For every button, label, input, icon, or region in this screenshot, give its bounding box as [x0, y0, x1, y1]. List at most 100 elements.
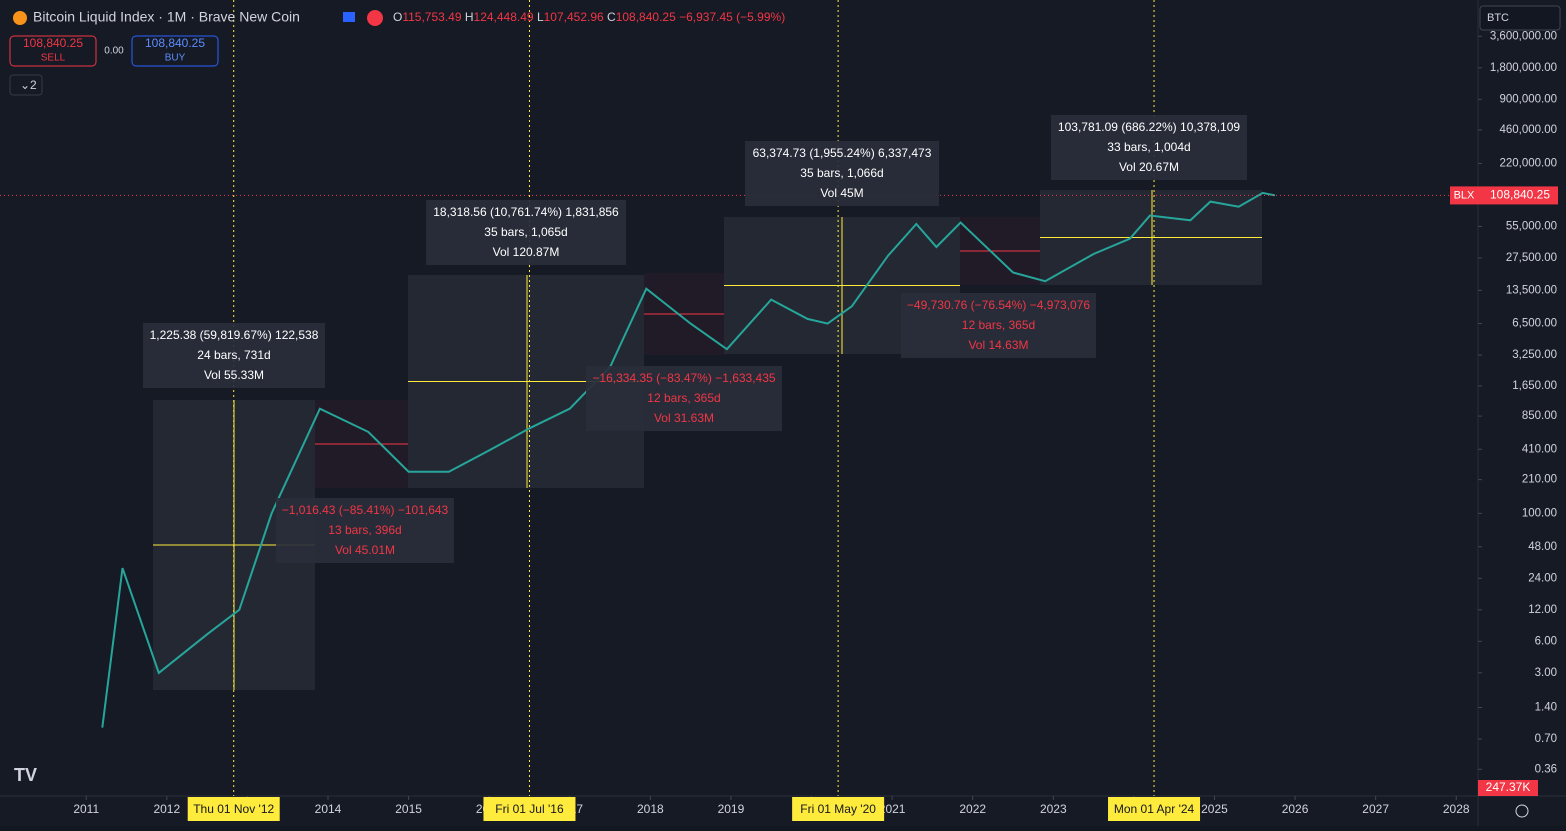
- date-label-bg: [792, 797, 885, 821]
- x-tick-label: 2022: [959, 802, 986, 816]
- volume-tag-bg: [1478, 780, 1538, 796]
- y-tick-label: 3,250.00: [1512, 349, 1557, 361]
- measure-text: Vol 14.63M: [968, 338, 1028, 352]
- logo: TV: [14, 765, 37, 785]
- x-tick-label: 2021: [879, 802, 906, 816]
- x-tick-label: 2027: [1362, 802, 1389, 816]
- measure-text: 12 bars, 365d: [962, 318, 1035, 332]
- y-tick-label: 27,500.00: [1506, 252, 1557, 264]
- coin-icon: [13, 11, 27, 25]
- measure-text: 13 bars, 396d: [328, 523, 401, 537]
- x-tick-label: 2025: [1201, 802, 1228, 816]
- price-tag-bg: [1478, 186, 1558, 205]
- price-tag-symbol-bg: [1450, 186, 1478, 205]
- sell-button[interactable]: [9, 35, 97, 67]
- date-label: Mon 01 Apr '24: [1114, 802, 1195, 816]
- chevron: ⌄: [20, 78, 30, 92]
- x-tick-label: 2018: [637, 802, 664, 816]
- measure-text: 18,318.56 (10,761.74%) 1,831,856: [433, 205, 619, 219]
- measure-text: 33 bars, 1,004d: [1107, 140, 1190, 154]
- y-tick-label: 6.00: [1535, 635, 1557, 647]
- change: −6,937.45 (−5.99%): [679, 10, 785, 24]
- measure-text: Vol 31.63M: [654, 411, 714, 425]
- ohlc-value: 115,753.49: [402, 10, 465, 24]
- y-tick-label: 0.70: [1535, 733, 1557, 745]
- buy-button[interactable]: [131, 35, 219, 67]
- volume-tag: 247.37K: [1486, 780, 1531, 794]
- date-label-bg: [483, 797, 576, 821]
- measure-text: Vol 20.67M: [1119, 160, 1179, 174]
- settings-icon[interactable]: [1515, 804, 1529, 818]
- date-label: Fri 01 Jul '16: [495, 802, 564, 816]
- y-tick-label: 48.00: [1528, 541, 1557, 553]
- y-tick-label: 1.40: [1535, 702, 1557, 714]
- measure-box: [276, 498, 454, 563]
- ohlc-key: C: [607, 10, 616, 24]
- x-tick-label: 2019: [718, 802, 745, 816]
- date-label: Thu 01 Nov '12: [193, 802, 274, 816]
- measure-text: Vol 45.01M: [335, 543, 395, 557]
- layers-toggle[interactable]: [9, 74, 43, 96]
- price-tag-symbol: BLX: [1454, 189, 1475, 201]
- x-tick-label: 2014: [315, 802, 342, 816]
- measure-text: 63,374.73 (1,955.24%) 6,337,473: [753, 146, 932, 160]
- ohlc-key: H: [465, 10, 474, 24]
- measure-box: [745, 141, 939, 206]
- y-tick-label: 1,650.00: [1512, 380, 1557, 392]
- measure-text: 12 bars, 365d: [647, 391, 720, 405]
- ohlc-key: L: [537, 10, 544, 24]
- date-label-bg: [1108, 797, 1201, 821]
- measure-text: 24 bars, 731d: [197, 348, 270, 362]
- y-tick-label: 410.00: [1522, 443, 1557, 455]
- y-tick-label: 1,800,000.00: [1490, 62, 1557, 74]
- measure-box: [143, 323, 325, 388]
- y-tick-label: 13,500.00: [1506, 284, 1557, 296]
- symbol-box-text: BTC: [1487, 12, 1509, 24]
- date-label: Fri 01 May '20: [800, 802, 876, 816]
- y-tick-label: 0.36: [1535, 763, 1557, 775]
- layers-count: 2: [30, 78, 37, 92]
- measure-text: Vol 120.87M: [493, 245, 560, 259]
- y-tick-label: 24.00: [1528, 572, 1557, 584]
- measure-text: 35 bars, 1,066d: [800, 166, 883, 180]
- flag-icon[interactable]: [343, 12, 355, 22]
- measure-text: Vol 55.33M: [204, 368, 264, 382]
- price-line: [101, 191, 1276, 728]
- y-tick-label: 220,000.00: [1499, 157, 1557, 169]
- y-tick-label: 100.00: [1522, 507, 1557, 519]
- sell-price: 108,840.25: [23, 36, 83, 50]
- x-tick-label: 2023: [1040, 802, 1067, 816]
- y-tick-label: 460,000.00: [1499, 124, 1557, 136]
- buy-label: BUY: [165, 53, 186, 64]
- ohlc-value: 107,452.96: [544, 10, 607, 24]
- date-label-bg: [187, 797, 280, 821]
- measure-box: [901, 293, 1096, 358]
- symbol-title[interactable]: Bitcoin Liquid Index · 1M · Brave New Co…: [33, 9, 300, 25]
- ohlc-value: 108,840.25: [616, 10, 679, 24]
- ohlc: O115,753.49 H124,448.49 L107,452.96 C108…: [393, 10, 785, 24]
- measure-box: [586, 366, 782, 431]
- x-tick-label: 2012: [153, 802, 180, 816]
- x-tick-label: 2011: [73, 802, 99, 816]
- spread: 0.00: [104, 46, 124, 57]
- measure-text: 103,781.09 (686.22%) 10,378,109: [1058, 120, 1240, 134]
- sell-label: SELL: [41, 53, 66, 64]
- ohlc-value: 124,448.49: [474, 10, 537, 24]
- measure-text: −16,334.35 (−83.47%) −1,633,435: [592, 371, 775, 385]
- alert-icon[interactable]: [367, 10, 383, 26]
- x-tick-label: 2015: [395, 802, 422, 816]
- y-tick-label: 55,000.00: [1506, 220, 1557, 232]
- y-tick-label: 12.00: [1528, 604, 1557, 616]
- x-tick-label: 2026: [1282, 802, 1309, 816]
- measure-box: [1051, 115, 1247, 180]
- y-tick-label: 6,500.00: [1512, 318, 1557, 330]
- symbol-box[interactable]: [1479, 5, 1561, 31]
- price-tag: 108,840.25: [1490, 188, 1550, 202]
- y-tick-label: 3.00: [1535, 667, 1557, 679]
- measure-text: −1,016.43 (−85.41%) −101,643: [282, 503, 449, 517]
- measure-text: −49,730.76 (−76.54%) −4,973,076: [907, 298, 1090, 312]
- buy-price: 108,840.25: [145, 36, 205, 50]
